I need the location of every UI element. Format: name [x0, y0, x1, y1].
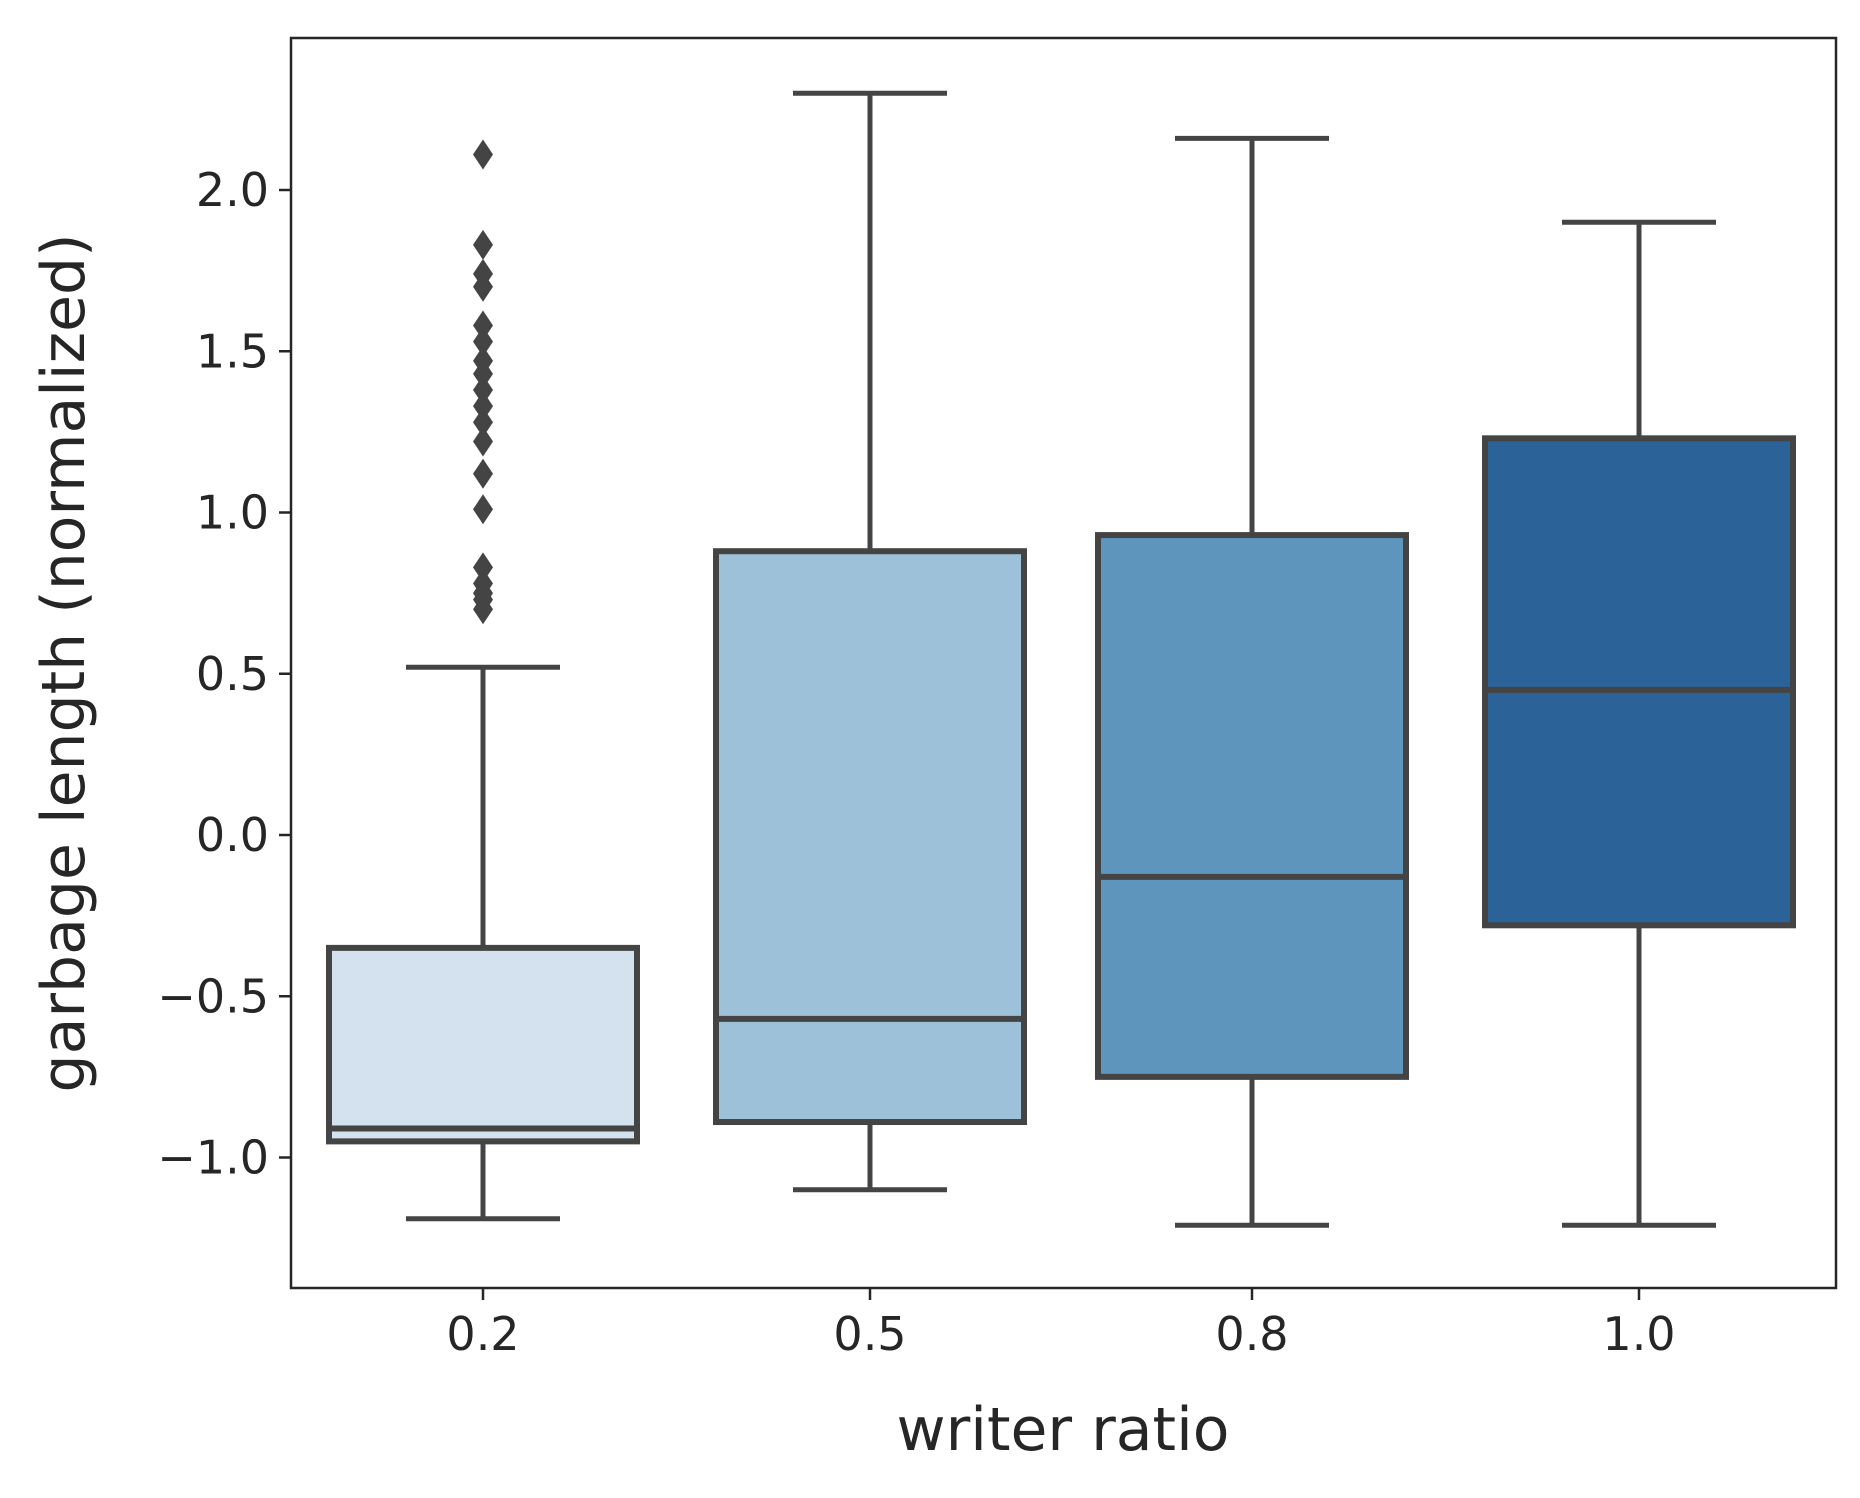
iqr-box	[713, 548, 1027, 1126]
iqr-box	[326, 944, 640, 1145]
y-tick-label: 1.5	[196, 324, 269, 378]
outlier-point	[473, 568, 493, 599]
box-group-0-5	[713, 90, 1027, 1193]
outlier-point	[473, 552, 493, 583]
outlier-point	[473, 407, 493, 438]
outlier-point	[473, 310, 493, 341]
outlier-point	[473, 458, 493, 489]
y-tick-label: −0.5	[157, 969, 269, 1023]
y-axis-label: garbage length (normalized)	[29, 234, 99, 1093]
x-axis-ticks: 0.2 0.5 0.8 1.0	[446, 1288, 1676, 1361]
outlier-point	[473, 374, 493, 405]
y-tick-label: 1.0	[196, 486, 269, 540]
outlier-point	[473, 426, 493, 457]
x-tick-label: 0.8	[1215, 1307, 1288, 1361]
plot-frame	[289, 36, 1838, 1290]
x-tick-label: 1.0	[1602, 1307, 1675, 1361]
box-group-1-0	[1482, 219, 1796, 1228]
plot-layer	[326, 90, 1796, 1228]
y-tick-label: 0.0	[196, 808, 269, 862]
y-tick-label: 2.0	[196, 163, 269, 217]
outlier-point	[473, 345, 493, 376]
iqr-box	[1482, 435, 1796, 929]
box-group-0-2	[326, 139, 640, 1222]
y-axis-ticks: −1.0 −0.5 0.0 0.5 1.0 1.5 2.0	[157, 163, 291, 1185]
outlier-point	[473, 258, 493, 289]
x-axis-label: writer ratio	[897, 1395, 1230, 1465]
iqr-box	[1095, 532, 1409, 1080]
y-tick-label: −1.0	[157, 1131, 269, 1185]
outlier-point	[473, 391, 493, 422]
y-tick-label: 0.5	[196, 647, 269, 701]
x-tick-label: 0.5	[833, 1307, 906, 1361]
outlier-point	[473, 139, 493, 170]
outlier-point	[473, 229, 493, 260]
x-tick-label: 0.2	[446, 1307, 519, 1361]
box-group-0-8	[1095, 135, 1409, 1228]
outlier-point	[473, 494, 493, 525]
outlier-point	[473, 326, 493, 357]
